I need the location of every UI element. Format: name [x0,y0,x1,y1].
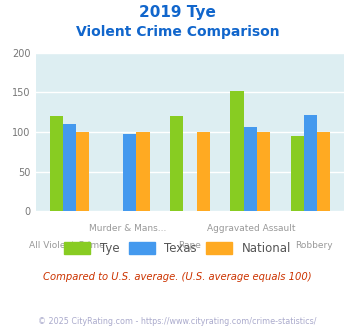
Bar [76,132,89,211]
Text: Rape: Rape [179,241,201,250]
Bar [290,136,304,211]
Bar [257,132,270,211]
Bar [50,116,63,211]
Legend: Tye, Texas, National: Tye, Texas, National [59,237,296,259]
Text: Robbery: Robbery [295,241,332,250]
Bar [230,91,244,211]
Bar [197,132,210,211]
Text: Compared to U.S. average. (U.S. average equals 100): Compared to U.S. average. (U.S. average … [43,272,312,282]
Text: Aggravated Assault: Aggravated Assault [207,224,296,233]
Bar [136,132,149,211]
Bar [244,127,257,211]
Text: 2019 Tye: 2019 Tye [139,5,216,20]
Bar [123,134,136,211]
Bar [304,115,317,211]
Text: All Violent Crime: All Violent Crime [28,241,104,250]
Text: © 2025 CityRating.com - https://www.cityrating.com/crime-statistics/: © 2025 CityRating.com - https://www.city… [38,317,317,326]
Bar [317,132,330,211]
Text: Violent Crime Comparison: Violent Crime Comparison [76,25,279,39]
Bar [63,124,76,211]
Text: Murder & Mans...: Murder & Mans... [89,224,167,233]
Bar [170,116,183,211]
